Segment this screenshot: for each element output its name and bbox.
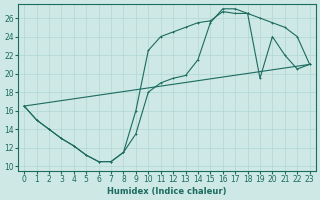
X-axis label: Humidex (Indice chaleur): Humidex (Indice chaleur) — [107, 187, 227, 196]
